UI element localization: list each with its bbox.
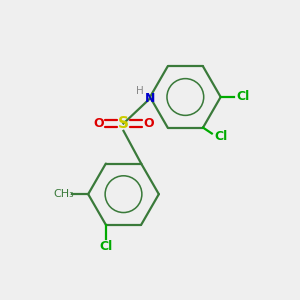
Text: O: O [93,117,104,130]
Text: S: S [118,116,129,131]
Text: O: O [143,117,154,130]
Text: CH₃: CH₃ [54,189,74,199]
Text: Cl: Cl [236,91,249,103]
Text: H: H [136,86,144,96]
Text: Cl: Cl [99,240,112,253]
Text: N: N [145,92,155,105]
Text: Cl: Cl [214,130,227,143]
